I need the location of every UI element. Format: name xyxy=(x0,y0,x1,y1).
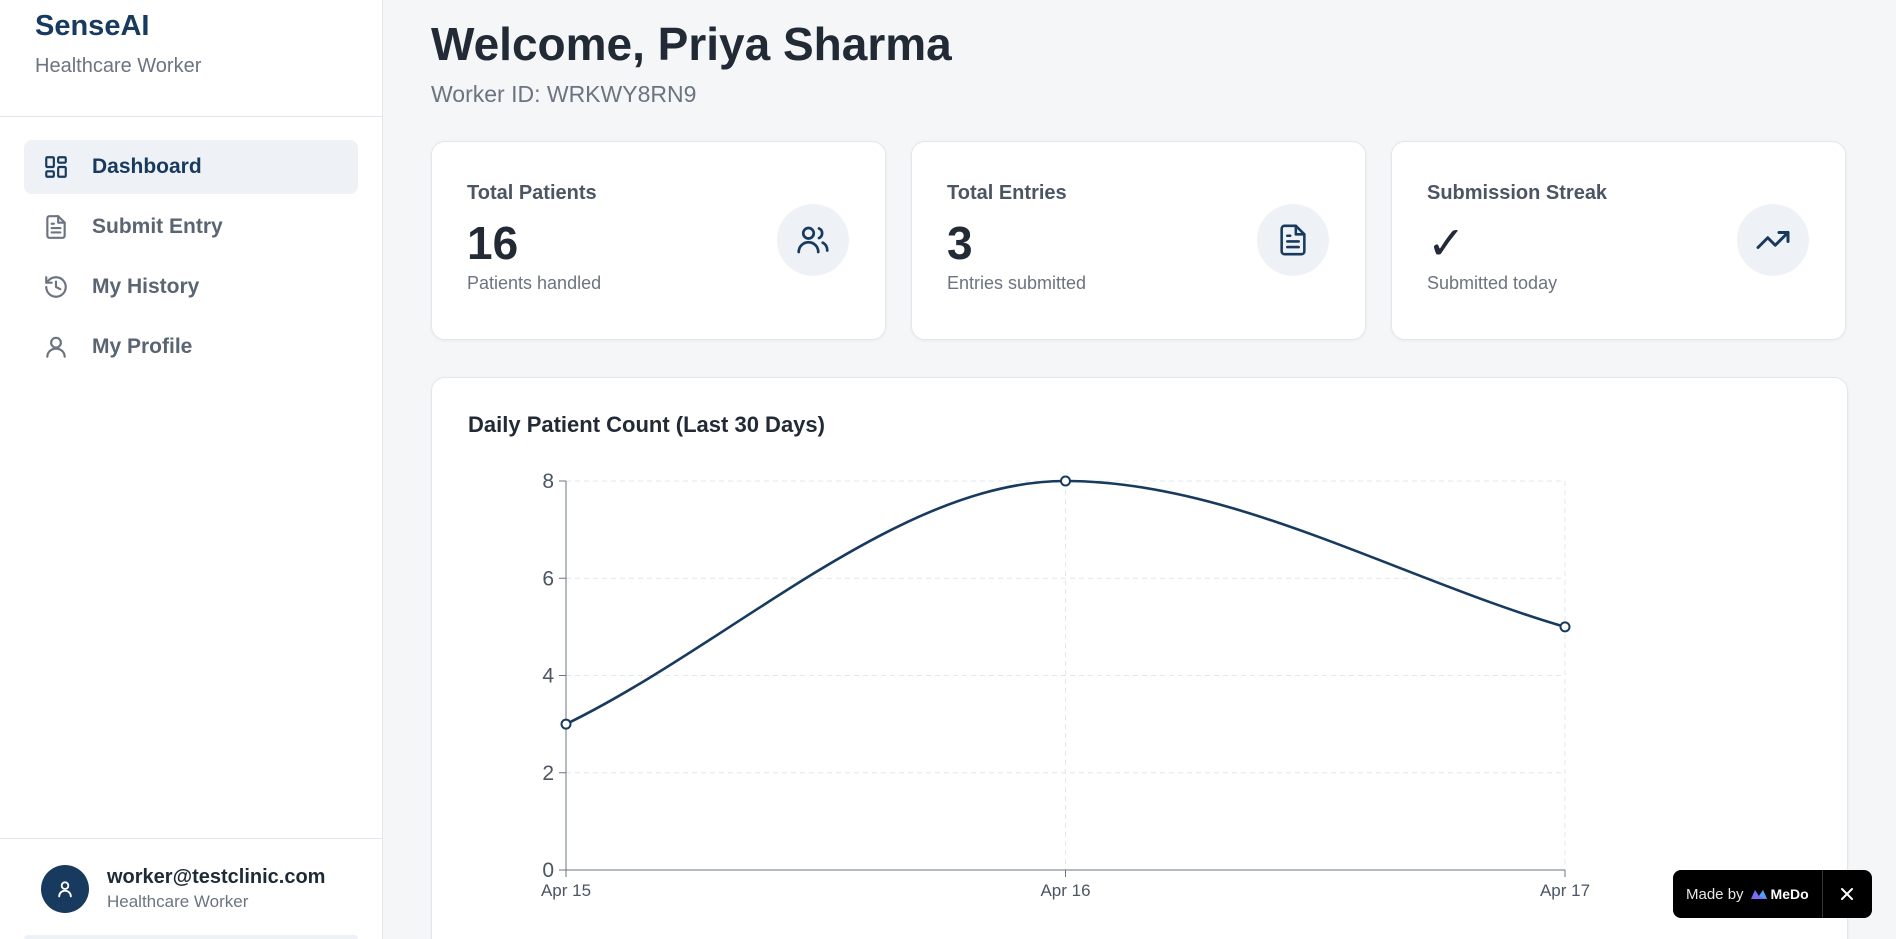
x-tick-label: Apr 16 xyxy=(1040,881,1090,900)
sidebar-item-dashboard[interactable]: Dashboard xyxy=(24,140,358,194)
user-email: worker@testclinic.com xyxy=(107,866,326,888)
data-point xyxy=(1559,621,1571,633)
stat-title: Total Entries xyxy=(947,182,1067,204)
data-point xyxy=(560,718,572,730)
badge-divider xyxy=(1822,870,1823,918)
chart-card: Daily Patient Count (Last 30 Days) 0 2 4 6 8… xyxy=(431,377,1848,939)
dashboard-icon xyxy=(42,153,70,181)
sidebar-nav: Dashboard Submit Entry My History My Pro… xyxy=(0,117,382,403)
avatar xyxy=(41,865,89,913)
y-tick-label: 8 xyxy=(542,470,554,493)
data-point xyxy=(1060,475,1071,487)
trending-up-icon xyxy=(1737,204,1809,276)
user-icon xyxy=(42,333,70,361)
sidebar: SenseAI Healthcare Worker Dashboard Subm… xyxy=(0,0,383,939)
chart-title: Daily Patient Count (Last 30 Days) xyxy=(468,412,825,437)
stat-card-total-patients: Total Patients 16 Patients handled xyxy=(431,141,886,340)
stat-value: 3 xyxy=(947,217,973,269)
stat-subtitle: Submitted today xyxy=(1427,273,1558,293)
sidebar-item-my-history[interactable]: My History xyxy=(24,260,358,314)
stat-value: 16 xyxy=(467,217,519,269)
badge-text: Made by xyxy=(1686,885,1744,903)
sidebar-item-label: Dashboard xyxy=(92,155,202,178)
close-icon[interactable] xyxy=(1822,870,1872,918)
worker-id: Worker ID: WRKWY8RN9 xyxy=(431,81,697,107)
sidebar-item-label: My History xyxy=(92,275,200,298)
stat-title: Total Patients xyxy=(467,182,597,204)
brand: SenseAI Healthcare Worker xyxy=(0,0,382,117)
page-title: Welcome, Priya Sharma xyxy=(431,18,952,70)
medo-logo-icon xyxy=(1750,890,1767,899)
user-info: worker@testclinic.com Healthcare Worker xyxy=(107,866,325,912)
document-icon xyxy=(42,213,70,241)
y-tick-label: 2 xyxy=(542,762,554,785)
stat-card-total-entries: Total Entries 3 Entries submitted xyxy=(911,141,1366,340)
history-icon xyxy=(42,273,70,301)
stats-cards: Total Patients 16 Patients handled Total… xyxy=(431,141,1848,340)
document-icon xyxy=(1257,204,1329,276)
users-icon xyxy=(777,204,849,276)
daily-patient-chart: 0 2 4 6 8 Apr 15 Apr 16 Apr 17 xyxy=(541,470,1590,900)
sidebar-item-submit-entry[interactable]: Submit Entry xyxy=(24,200,358,254)
x-tick-label: Apr 17 xyxy=(1540,881,1590,900)
user-card[interactable]: worker@testclinic.com Healthcare Worker xyxy=(0,838,382,939)
app-role: Healthcare Worker xyxy=(35,55,202,77)
stat-subtitle: Entries submitted xyxy=(947,273,1087,293)
stat-card-submission-streak: Submission Streak ✓ Submitted today xyxy=(1391,141,1846,340)
user-icon xyxy=(58,881,72,898)
sidebar-item-label: My Profile xyxy=(92,335,193,358)
sidebar-item-my-profile[interactable]: My Profile xyxy=(24,320,358,374)
sidebar-item-label: Submit Entry xyxy=(92,215,223,238)
app-name: SenseAI xyxy=(35,10,150,42)
y-tick-label: 0 xyxy=(542,859,554,882)
stat-title: Submission Streak xyxy=(1427,182,1608,204)
user-role: Healthcare Worker xyxy=(107,892,249,911)
made-by-badge[interactable]: Made by MeDo xyxy=(1673,870,1872,918)
user-menu-edge xyxy=(24,935,358,939)
x-tick-label: Apr 15 xyxy=(541,881,591,900)
y-tick-label: 4 xyxy=(542,665,554,688)
stat-subtitle: Patients handled xyxy=(467,273,602,293)
badge-brand-name: MeDo xyxy=(1770,886,1809,902)
stat-value: ✓ xyxy=(1427,217,1466,269)
main-content: Welcome, Priya Sharma Worker ID: WRKWY8R… xyxy=(431,0,1848,939)
badge-brand: MeDo xyxy=(1750,886,1809,902)
y-tick-label: 6 xyxy=(542,567,554,590)
